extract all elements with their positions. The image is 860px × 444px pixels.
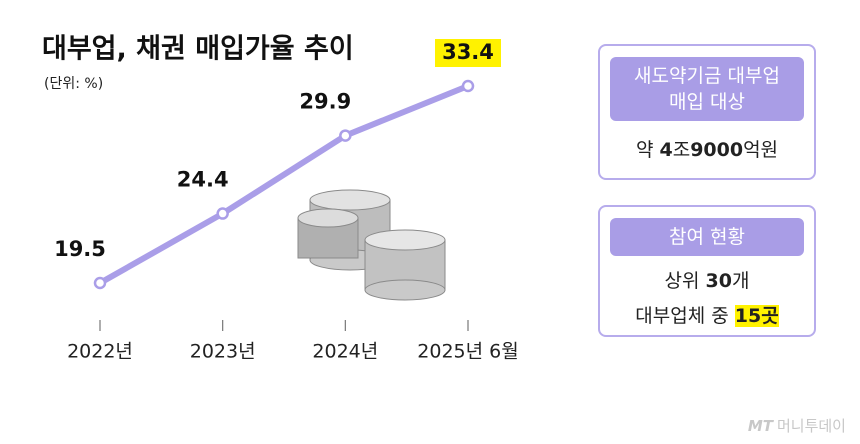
x-tick-label: 2022년 bbox=[67, 341, 133, 363]
box-line: 약 4조9000억원 bbox=[600, 135, 814, 162]
text-segment: 상위 bbox=[664, 270, 706, 292]
box-line: 상위 30개 bbox=[600, 266, 814, 293]
text-segment: 개 bbox=[731, 270, 750, 292]
highlight bbox=[435, 39, 501, 67]
source: MT 머니투데이 bbox=[748, 415, 846, 436]
chart-subtitle: (단위: %) bbox=[44, 76, 103, 92]
chart-title: 대부업, 채권 매입가율 추이 bbox=[42, 34, 354, 65]
chart: 대부업, 채권 매입가율 추이 (단위: %) 2022년 2023년 2024년 2… bbox=[42, 34, 519, 363]
text-segment: 조 bbox=[672, 139, 691, 161]
data-label: 24.4 bbox=[177, 168, 229, 192]
text-segment: 약 bbox=[635, 139, 660, 161]
text-segment: 4 bbox=[659, 139, 673, 161]
text-segment: 15곳 bbox=[734, 305, 779, 327]
point bbox=[93, 276, 107, 290]
point bbox=[461, 79, 475, 93]
box-heading: 참여 현황 bbox=[610, 218, 804, 256]
heading-line: 매입 대상 bbox=[669, 91, 745, 113]
source-name: 머니투데이 bbox=[776, 417, 846, 435]
text-segment: 9000 bbox=[690, 139, 744, 161]
data-label: 33.4 bbox=[442, 40, 494, 64]
point bbox=[339, 129, 352, 142]
coins bbox=[297, 189, 446, 301]
box-line: 대부업체 중 15곳 bbox=[600, 301, 814, 328]
point bbox=[216, 207, 229, 220]
data-label: 19.5 bbox=[54, 237, 106, 261]
x-tick-label: 2025년 6월 bbox=[417, 341, 518, 363]
x-tick-label: 2024년 bbox=[312, 341, 378, 363]
heading-line: 참여 현황 bbox=[669, 226, 745, 248]
heading-line: 새도약기금 대부업 bbox=[634, 65, 780, 87]
logo: MT bbox=[747, 417, 773, 435]
text-segment: 대부업체 중 bbox=[635, 305, 735, 327]
text-segment: 억원 bbox=[743, 139, 779, 161]
line bbox=[98, 83, 470, 286]
x-tick-label: 2023년 bbox=[190, 341, 256, 363]
data-label: 29.9 bbox=[299, 90, 351, 114]
text-segment: 30 bbox=[705, 270, 732, 292]
